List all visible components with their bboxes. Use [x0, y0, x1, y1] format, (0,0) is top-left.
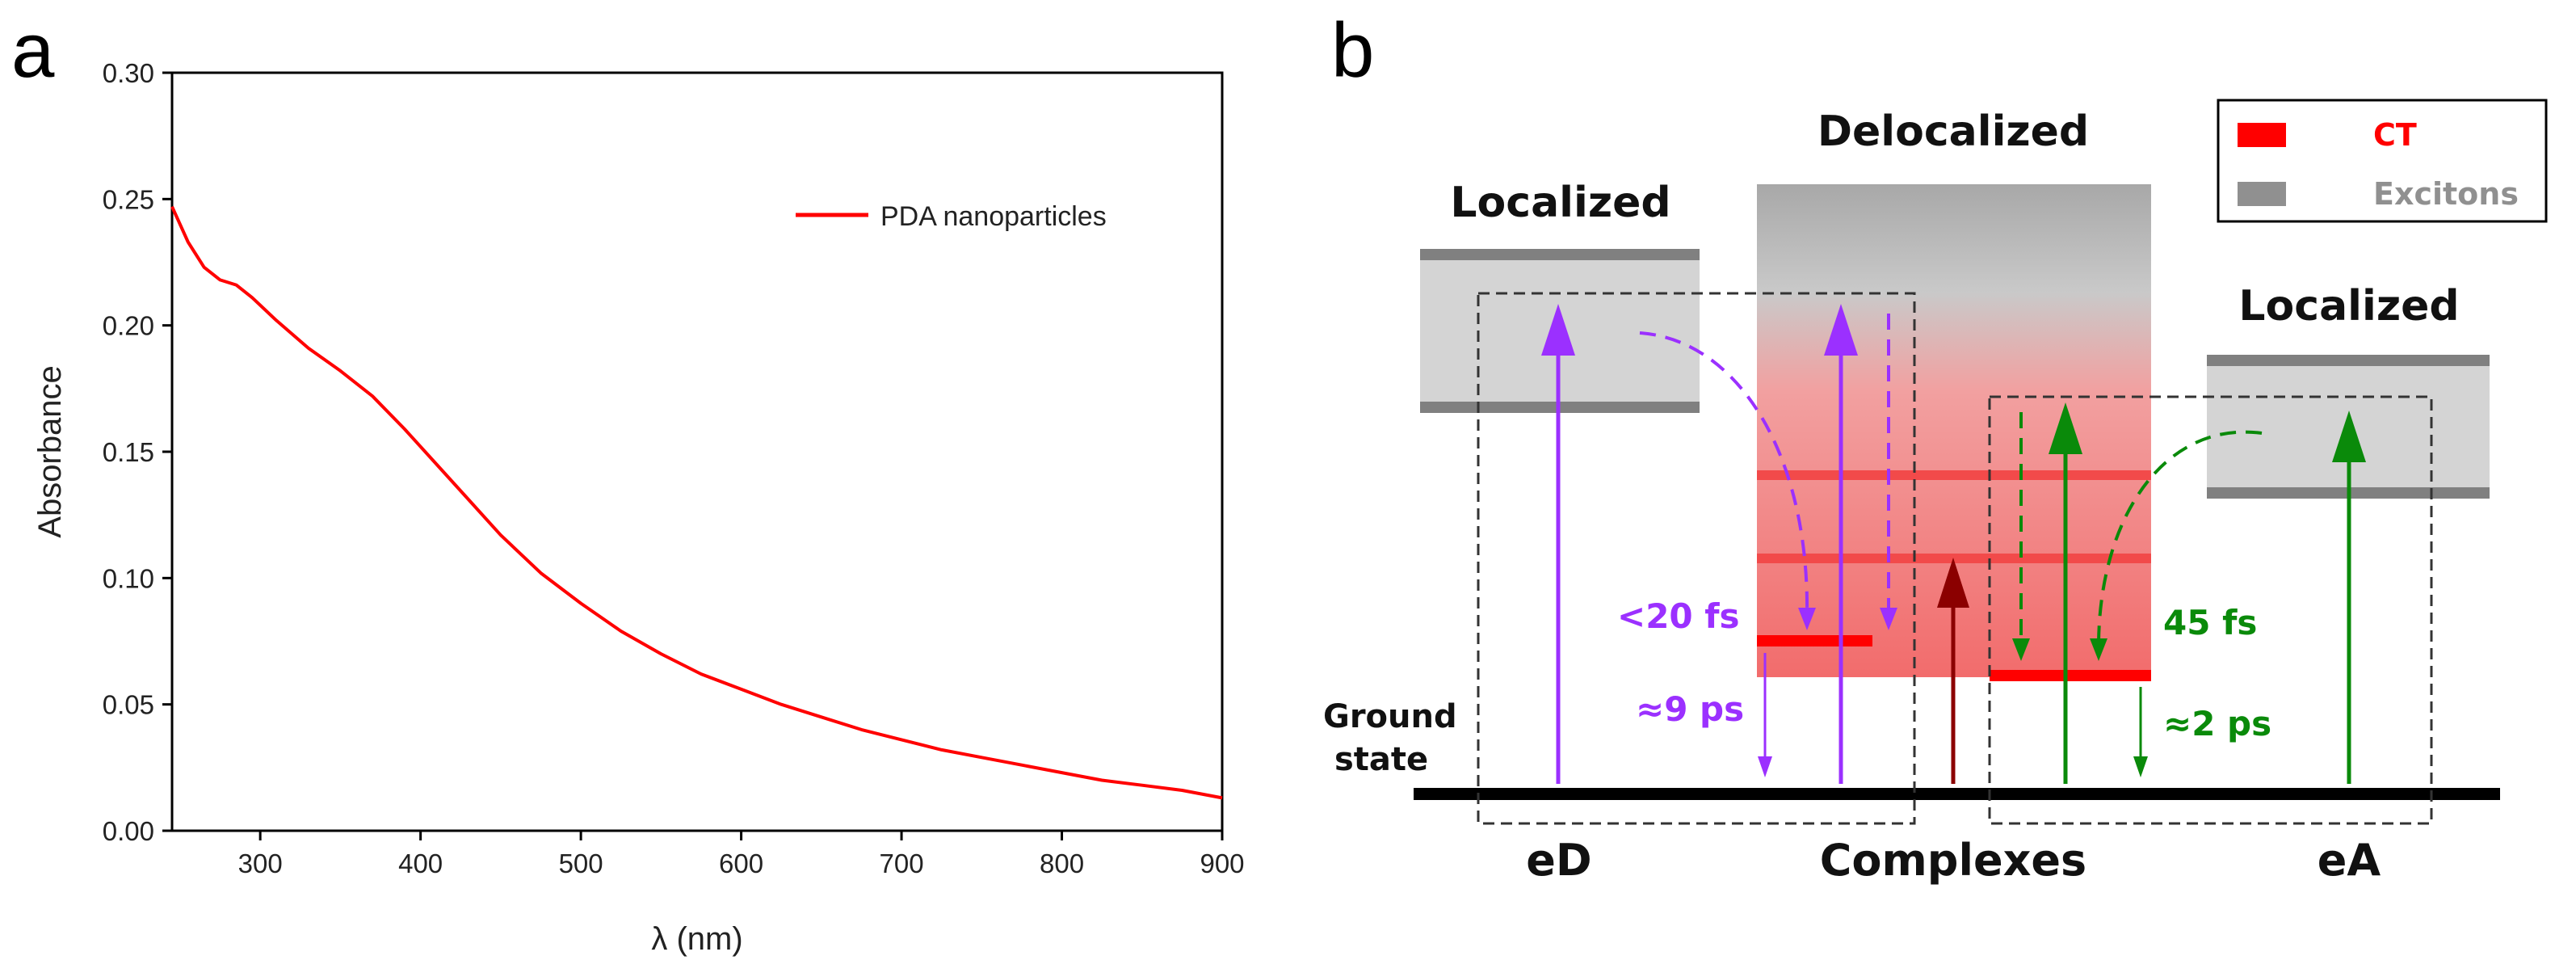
x-tick-label: 800	[1040, 849, 1084, 878]
decay-arrow-9ps-head	[1758, 756, 1772, 777]
exciton-level-ed-top	[1420, 249, 1700, 260]
y-tick-label: 0.25	[103, 184, 154, 214]
relax-dashed-vertical-complex-head	[1880, 608, 1897, 630]
label-ed: eD	[1526, 835, 1591, 886]
absorption-arrow-complex-head	[1824, 304, 1858, 356]
time-9ps: ≈9 ps	[1636, 689, 1744, 729]
time-45fs: 45 fs	[2163, 603, 2257, 642]
direct-ct-arrow-head	[1937, 558, 1969, 608]
dashed-box-ed	[1477, 292, 1916, 825]
legend-label-pda: PDA nanoparticles	[880, 201, 1107, 232]
diagram-legend: CT Excitons	[2217, 99, 2548, 223]
panel-b-label: b	[1331, 7, 1374, 94]
purple-transitions	[1541, 304, 1897, 784]
relax-dashed-curve-ea-head	[2090, 638, 2107, 661]
panel-a-chart: a 0.00 0.05 0.10 0.15 0.20 0.25 0.30 300 400 500…	[11, 7, 1245, 957]
y-tick-label: 0.10	[103, 563, 154, 593]
legend-swatch-excitons	[2238, 182, 2286, 206]
y-tick-label: 0.15	[103, 437, 154, 467]
x-tick-label: 900	[1200, 849, 1244, 878]
label-complexes: Complexes	[1820, 835, 2086, 886]
time-lt20fs: <20 fs	[1617, 596, 1740, 636]
relax-dashed-curve-ed	[1639, 331, 1809, 617]
legend-label-ct: CT	[2373, 117, 2417, 153]
label-localized-right: Localized	[2238, 282, 2459, 331]
absorption-arrow-ea-head	[2332, 411, 2366, 462]
dashed-box-ea	[1988, 395, 2433, 825]
relax-dashed-vertical-ea-head	[2012, 638, 2030, 661]
relax-dashed-curve-ea	[2097, 430, 2263, 647]
ground-state-line	[1414, 788, 2500, 800]
plot-frame	[170, 71, 1224, 832]
x-axis-ticks: 300 400 500 600 700 800 900	[238, 831, 1245, 878]
direct-ct-transition	[1937, 558, 1969, 784]
label-delocalized: Delocalized	[1817, 107, 2089, 156]
y-tick-label: 0.00	[103, 816, 154, 846]
exciton-level-ea-top	[2207, 355, 2490, 366]
label-localized-left: Localized	[1450, 179, 1670, 227]
absorption-arrow-complex-green-head	[2049, 402, 2082, 454]
ct-level-upper	[1757, 470, 2151, 480]
y-tick-label: 0.20	[103, 311, 154, 341]
ct-level-ea	[1990, 670, 2151, 681]
panel-a-label: a	[11, 7, 55, 94]
chart-legend: PDA nanoparticles	[796, 201, 1107, 232]
time-2ps: ≈2 ps	[2163, 704, 2271, 743]
y-axis-label: Absorbance	[32, 365, 68, 537]
relax-dashed-curve-ed-head	[1798, 608, 1816, 630]
x-axis-label: λ (nm)	[651, 921, 742, 957]
x-tick-label: 600	[719, 849, 763, 878]
y-tick-label: 0.30	[103, 58, 154, 88]
panel-b-diagram: b	[1323, 7, 2548, 886]
y-tick-label: 0.05	[103, 690, 154, 720]
ct-level-middle	[1757, 554, 2151, 563]
decay-arrow-2ps-head	[2133, 756, 2148, 777]
label-ground-line2: state	[1334, 741, 1428, 778]
x-tick-label: 500	[559, 849, 603, 878]
y-axis-ticks: 0.00 0.05 0.10 0.15 0.20 0.25 0.30	[103, 58, 172, 846]
legend-swatch-ct	[2238, 123, 2286, 147]
x-tick-label: 300	[238, 849, 283, 878]
green-transitions	[2012, 402, 2366, 784]
absorption-arrow-ed-head	[1541, 304, 1575, 356]
legend-label-excitons: Excitons	[2373, 176, 2519, 212]
x-tick-label: 700	[880, 849, 924, 878]
x-tick-label: 400	[398, 849, 443, 878]
series-line-pda-nanoparticles	[170, 205, 1223, 800]
label-ground-line1: Ground	[1323, 698, 1457, 735]
label-ea: eA	[2318, 835, 2381, 886]
ct-level-ed	[1757, 635, 1872, 646]
